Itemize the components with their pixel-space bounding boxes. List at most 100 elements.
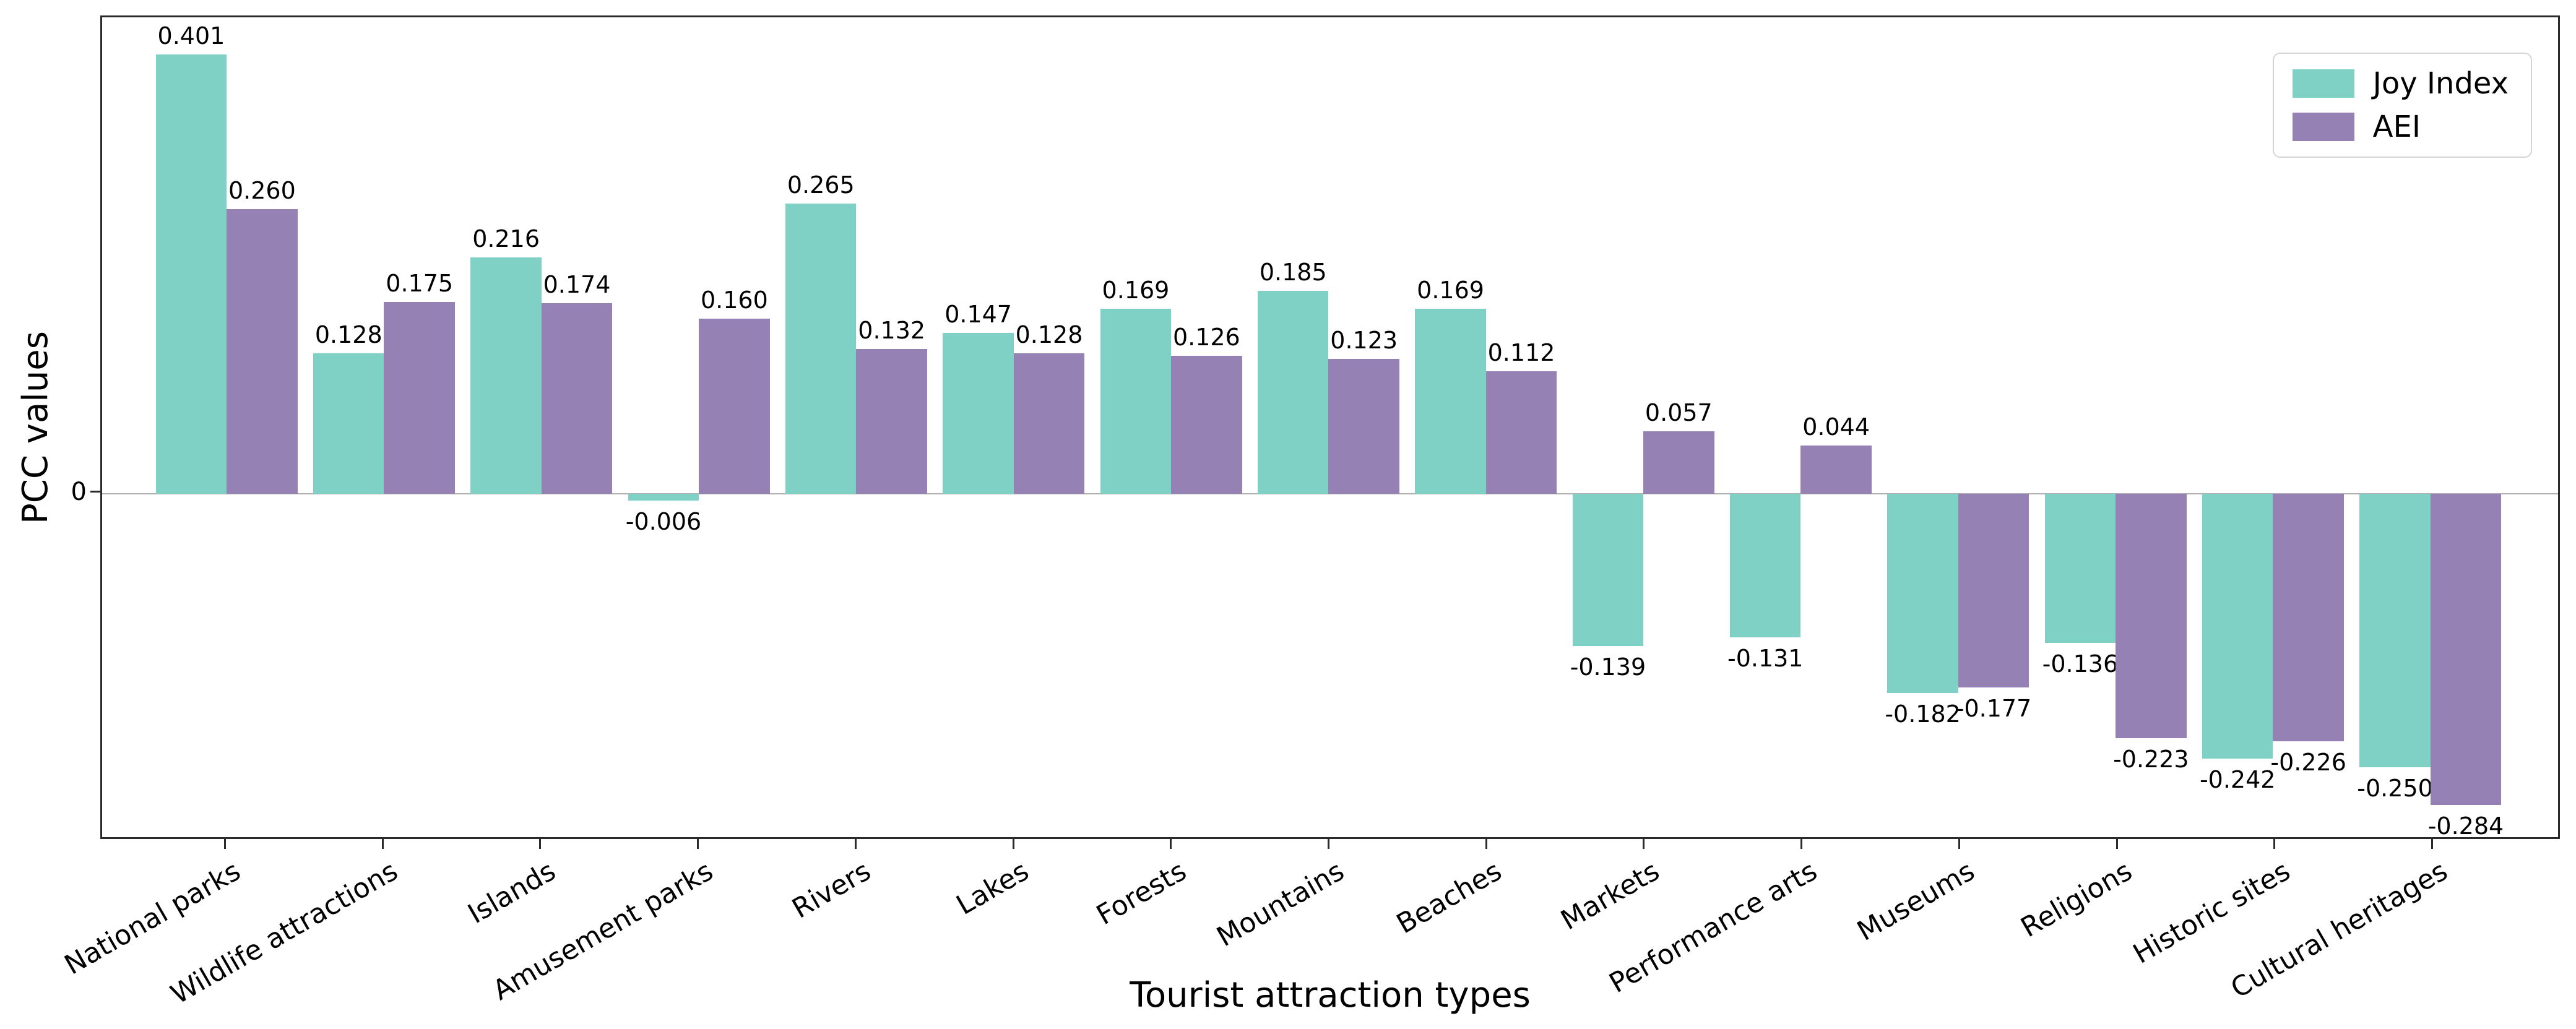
x-tick-label: Mountains <box>1211 855 1349 954</box>
legend: Joy Index AEI <box>2272 53 2532 158</box>
value-label: 0.128 <box>314 321 383 349</box>
bar-aei <box>2273 493 2344 741</box>
bar-aei <box>384 302 455 494</box>
legend-swatch-joy-index <box>2292 69 2354 98</box>
value-label: -0.131 <box>1727 644 1804 672</box>
value-label: 0.174 <box>543 270 611 298</box>
x-tick-mark <box>1643 839 1645 849</box>
x-tick-mark <box>1170 839 1172 849</box>
value-label: 0.216 <box>472 225 540 252</box>
value-label: 0.260 <box>228 176 296 204</box>
x-tick-label: Islands <box>462 855 561 931</box>
bar-group: 0.169 0.126 <box>1092 17 1250 837</box>
value-label: 0.128 <box>1015 321 1083 349</box>
legend-label: AEI <box>2372 110 2421 144</box>
bar-joy-index <box>2044 493 2116 643</box>
bar-joy-index <box>628 493 699 501</box>
bar-joy-index <box>943 332 1014 494</box>
bar-group: -0.242 -0.226 <box>2194 17 2351 837</box>
value-label: 0.123 <box>1330 327 1398 355</box>
value-label: -0.139 <box>1570 653 1646 681</box>
x-tick-label: Religions <box>2015 855 2138 944</box>
bar-aei <box>2430 493 2502 805</box>
x-tick-label: Lakes <box>951 855 1034 921</box>
bar-aei <box>699 318 770 494</box>
bar-group: 0.128 0.175 <box>305 17 462 837</box>
value-label: 0.057 <box>1645 399 1713 427</box>
legend-row: AEI <box>2292 110 2509 144</box>
bar-group: 0.216 0.174 <box>463 17 620 837</box>
bar-aei <box>1013 353 1085 494</box>
zero-gridline <box>102 493 2558 494</box>
value-label: -0.226 <box>2270 748 2346 776</box>
y-tick-mark <box>90 491 100 493</box>
bar-aei <box>1800 446 1872 494</box>
bar-group: 0.401 0.260 <box>148 17 305 837</box>
bar-aei <box>1328 359 1399 494</box>
bar-joy-index <box>1258 291 1329 494</box>
bar-group: -0.250 -0.284 <box>2352 17 2509 840</box>
x-tick-mark <box>2431 839 2434 849</box>
x-tick-mark <box>697 839 699 849</box>
value-label: 0.132 <box>858 317 926 345</box>
value-label: 0.169 <box>1417 276 1484 304</box>
value-label: 0.126 <box>1172 323 1240 351</box>
bar-joy-index <box>1415 308 1486 494</box>
x-tick-mark <box>1012 839 1014 849</box>
bar-joy-index <box>155 54 227 494</box>
bar-aei <box>1485 371 1557 494</box>
legend-swatch-aei <box>2292 113 2354 141</box>
x-tick-mark <box>1800 839 1803 849</box>
bar-joy-index <box>1887 493 1958 694</box>
value-label: -0.223 <box>2113 745 2189 773</box>
value-label: 0.147 <box>944 300 1012 328</box>
value-label: -0.136 <box>2042 650 2119 678</box>
value-label: -0.006 <box>625 507 702 535</box>
value-label: -0.284 <box>2427 812 2504 840</box>
x-axis-title: Tourist attraction types <box>1130 975 1531 1015</box>
x-tick-mark <box>539 839 542 849</box>
bar-aei <box>2116 493 2187 738</box>
bar-group: -0.182 -0.177 <box>1880 17 2037 837</box>
bar-group: 0.185 0.123 <box>1250 17 1407 837</box>
bar-joy-index <box>1729 493 1801 637</box>
bars-layer: 0.401 0.260 0.128 0.175 0.216 0.174 -0.006 0.16… <box>102 17 2558 840</box>
y-tick-label: 0 <box>71 477 87 506</box>
bar-group: -0.131 0.044 <box>1722 17 1879 837</box>
x-tick-mark <box>2273 839 2276 849</box>
bar-aei <box>1643 431 1714 494</box>
bar-group: -0.006 0.160 <box>620 17 777 837</box>
x-tick-mark <box>1958 839 1960 849</box>
x-tick-label: Rivers <box>787 855 876 925</box>
bar-aei <box>856 349 927 494</box>
bar-joy-index <box>1572 493 1644 646</box>
bar-group: 0.265 0.132 <box>777 17 935 837</box>
value-label: -0.182 <box>1885 700 1961 728</box>
bar-joy-index <box>2202 493 2273 759</box>
value-label: -0.242 <box>2199 766 2276 794</box>
legend-label: Joy Index <box>2372 66 2509 101</box>
value-label: -0.177 <box>1955 695 2032 723</box>
bar-group: 0.169 0.112 <box>1407 17 1565 837</box>
bar-aei <box>227 209 298 494</box>
x-tick-mark <box>381 839 384 849</box>
bar-group: 0.147 0.128 <box>935 17 1092 837</box>
value-label: 0.265 <box>787 171 855 199</box>
x-tick-mark <box>2116 839 2118 849</box>
value-label: 0.175 <box>386 270 454 298</box>
x-tick-mark <box>1485 839 1487 849</box>
bar-joy-index <box>1100 308 1172 494</box>
bar-joy-index <box>2359 493 2431 768</box>
x-tick-mark <box>223 839 226 849</box>
bar-aei <box>541 303 613 494</box>
bar-group: -0.136 -0.223 <box>2037 17 2194 837</box>
x-tick-label: Markets <box>1555 855 1665 937</box>
value-label: 0.160 <box>700 286 768 314</box>
x-tick-mark <box>1328 839 1329 849</box>
value-label: 0.112 <box>1487 338 1555 366</box>
x-tick-label: Museums <box>1851 855 1980 947</box>
x-tick-mark <box>854 839 857 849</box>
y-axis-title: PCC values <box>15 330 56 524</box>
bar-aei <box>1958 493 2029 688</box>
